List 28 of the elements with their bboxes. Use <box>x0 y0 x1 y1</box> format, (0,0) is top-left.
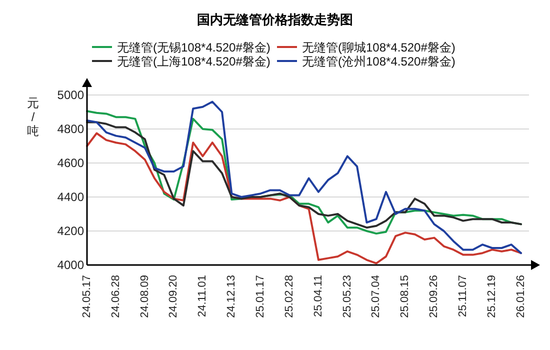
legend-label: 无缝管(上海108*4.520#磐金) <box>117 54 270 68</box>
y-tick-label: 4200 <box>57 224 84 238</box>
x-tick-label: 25.11.07 <box>457 275 470 318</box>
x-tick-label: 24.05.17 <box>80 275 93 318</box>
x-tick-label: 25.07.04 <box>370 275 382 318</box>
x-tick-label: 26.01.26 <box>514 275 527 318</box>
legend-label: 无缝管(聊城108*4.520#磐金) <box>302 40 456 54</box>
x-tick-label: 24.11.01 <box>196 275 209 318</box>
x-tick-label: 25.05.23 <box>341 275 354 318</box>
x-tick-label: 25.01.17 <box>254 275 267 318</box>
x-tick-label: 25.04.11 <box>312 275 324 318</box>
x-tick-label: 25.08.15 <box>399 275 412 318</box>
legend-label: 无缝管(无锡108*4.520#磐金) <box>117 40 270 54</box>
chart-title: 国内无缝管价格指数走势图 <box>197 12 353 27</box>
x-tick-label: 25.02.28 <box>283 275 296 318</box>
y-tick-label: 4800 <box>57 122 84 136</box>
x-tick-label: 24.06.28 <box>110 275 122 318</box>
y-axis-title: 元/吨 <box>27 96 39 138</box>
x-tick-label: 25.09.26 <box>428 275 440 318</box>
y-tick-label: 4400 <box>57 190 84 204</box>
x-tick-label: 24.12.13 <box>226 275 238 318</box>
legend-label: 无缝管(沧州108*4.520#磐金) <box>302 54 456 68</box>
y-tick-label: 5000 <box>57 88 84 102</box>
x-tick-label: 25.12.19 <box>486 275 498 318</box>
y-tick-label: 4000 <box>57 258 84 272</box>
x-tick-label: 24.08.09 <box>138 275 151 318</box>
y-tick-label: 4600 <box>57 156 84 170</box>
x-tick-label: 24.09.20 <box>168 275 180 318</box>
